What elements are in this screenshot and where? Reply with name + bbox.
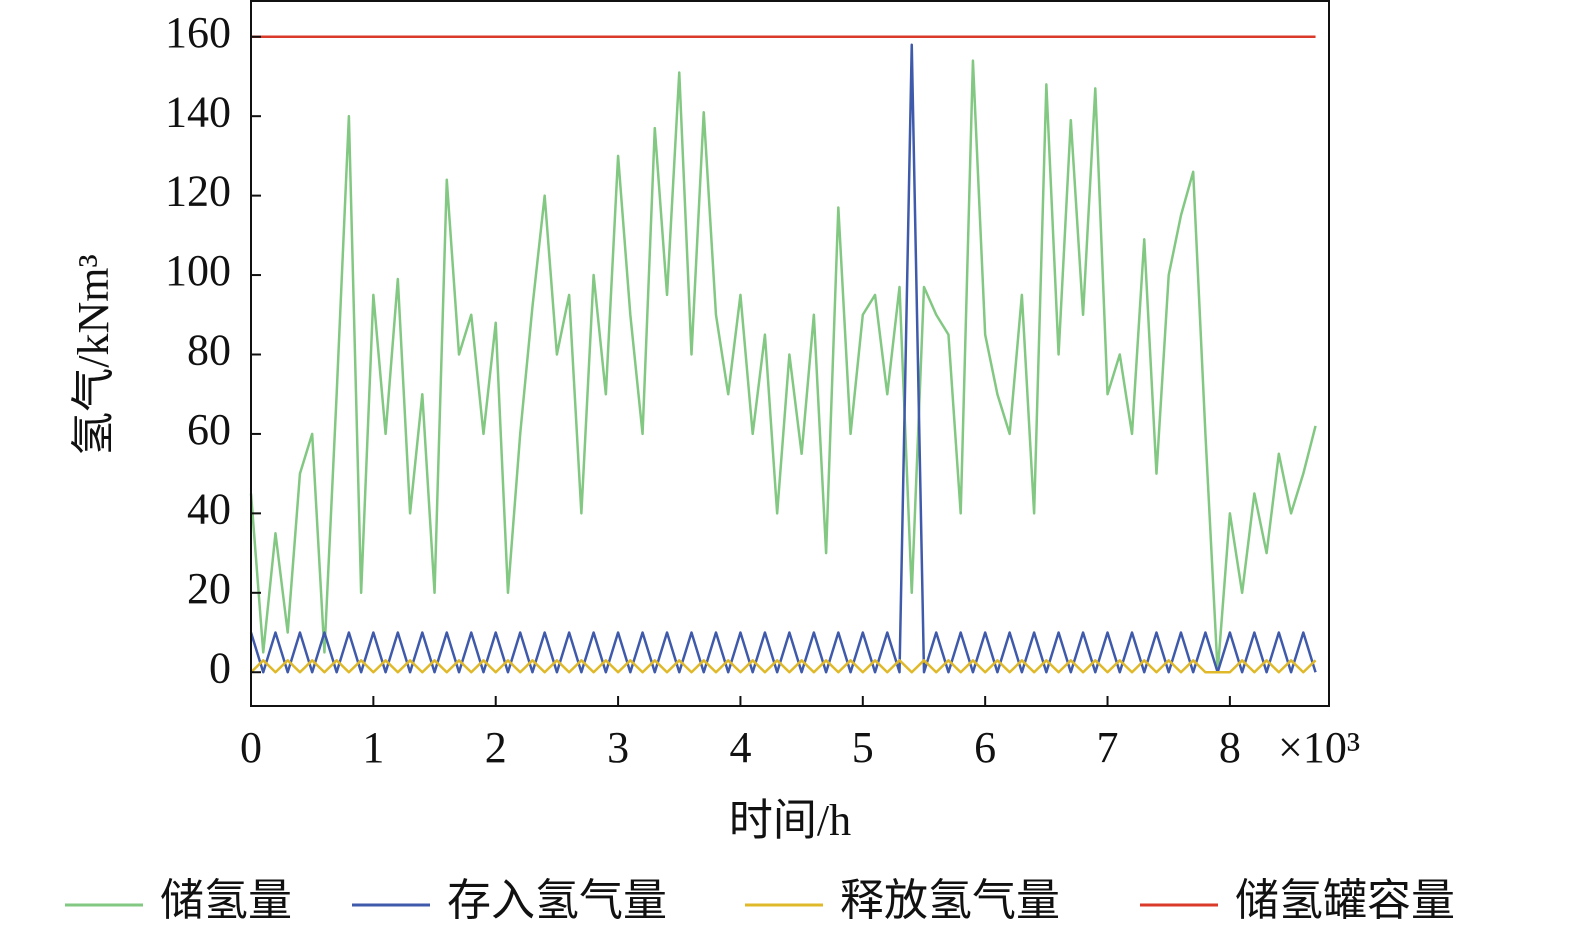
y-tick-label: 100	[165, 246, 231, 295]
legend-label: 储氢量	[160, 876, 292, 925]
x-tick-label: 5	[852, 723, 874, 772]
legend-label: 储氢罐容量	[1235, 876, 1455, 925]
x-tick-label: 0	[240, 723, 262, 772]
x-axis-label: 时间/h	[729, 796, 851, 845]
x-tick-label: 3	[607, 723, 629, 772]
x-tick-label: 2	[485, 723, 507, 772]
y-tick-label: 40	[187, 484, 231, 533]
series-line	[250, 659, 1317, 674]
y-tick-label: 160	[165, 8, 231, 57]
y-axis-label: 氢气/kNm³	[69, 254, 118, 455]
x-tick-label: 6	[974, 723, 996, 772]
y-tick-label: 140	[165, 87, 231, 136]
x-tick-label: 7	[1097, 723, 1119, 772]
y-tick-label: 120	[165, 167, 231, 216]
legend-label: 释放氢气量	[840, 876, 1060, 925]
y-tick-label: 0	[209, 643, 231, 692]
x-multiplier: ×10³	[1278, 723, 1360, 772]
y-tick-label: 20	[187, 564, 231, 613]
legend-label: 存入氢气量	[447, 876, 667, 925]
y-tick-label: 60	[187, 405, 231, 454]
x-tick-label: 1	[362, 723, 384, 772]
x-tick-label: 4	[729, 723, 751, 772]
series-line	[249, 59, 1317, 674]
series-line	[249, 43, 1317, 674]
x-tick-label: 8	[1219, 723, 1241, 772]
y-tick-label: 80	[187, 326, 231, 375]
